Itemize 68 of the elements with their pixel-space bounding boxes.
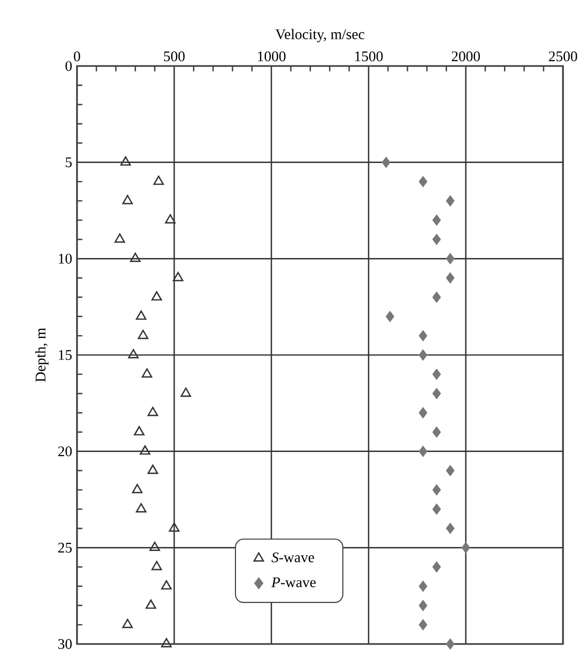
point bbox=[120, 156, 131, 166]
legend-label: S-wave bbox=[272, 552, 314, 562]
point bbox=[432, 484, 441, 496]
point bbox=[142, 368, 152, 378]
point bbox=[418, 349, 428, 361]
y-tick-label: 20 bbox=[58, 446, 72, 456]
point bbox=[446, 195, 455, 206]
point bbox=[140, 445, 150, 455]
point bbox=[148, 464, 158, 474]
point bbox=[146, 599, 156, 609]
point bbox=[132, 484, 143, 494]
x-axis-title: Velocity, m/sec bbox=[275, 28, 364, 42]
point bbox=[418, 176, 428, 188]
x-tick-label: 2000 bbox=[452, 51, 480, 62]
point bbox=[418, 600, 428, 612]
point bbox=[130, 252, 141, 262]
point bbox=[168, 522, 180, 532]
point bbox=[418, 580, 428, 592]
x-tick-label: 500 bbox=[164, 51, 185, 62]
point bbox=[418, 330, 428, 342]
point bbox=[432, 234, 441, 246]
point bbox=[446, 272, 455, 284]
point bbox=[432, 368, 441, 380]
point bbox=[136, 310, 146, 320]
x-tick-label: 2500 bbox=[548, 51, 578, 62]
legend-label: P-wave bbox=[271, 578, 316, 588]
y-tick-label: 0 bbox=[66, 61, 72, 71]
x-tick-label: 1000 bbox=[258, 51, 286, 62]
point bbox=[418, 407, 428, 418]
point bbox=[180, 388, 192, 397]
point bbox=[418, 619, 428, 630]
point bbox=[432, 561, 441, 573]
y-tick-label: 10 bbox=[58, 254, 72, 264]
point bbox=[446, 253, 455, 264]
point bbox=[138, 330, 148, 340]
point bbox=[432, 388, 441, 400]
point bbox=[134, 426, 144, 436]
point bbox=[165, 214, 176, 224]
point bbox=[161, 638, 172, 648]
point bbox=[432, 214, 441, 226]
point bbox=[122, 618, 133, 628]
point bbox=[432, 426, 441, 438]
point bbox=[418, 446, 428, 457]
point bbox=[161, 580, 172, 590]
point bbox=[386, 310, 394, 322]
point bbox=[149, 542, 160, 552]
point bbox=[446, 465, 455, 476]
point bbox=[382, 156, 390, 168]
y-tick-label: 30 bbox=[58, 639, 72, 649]
point bbox=[462, 542, 470, 554]
y-tick-label: 15 bbox=[58, 350, 72, 360]
point bbox=[151, 560, 162, 570]
point bbox=[122, 194, 133, 204]
point bbox=[432, 292, 441, 303]
point bbox=[128, 349, 139, 358]
y-tick-label: 25 bbox=[58, 542, 72, 553]
point bbox=[114, 233, 126, 243]
point bbox=[153, 176, 164, 185]
y-axis-title: Depth, m bbox=[35, 328, 48, 382]
y-tick-label: 5 bbox=[66, 157, 72, 168]
point bbox=[136, 503, 146, 512]
x-tick-label: 1500 bbox=[355, 51, 383, 62]
point bbox=[148, 406, 158, 416]
point bbox=[446, 522, 455, 534]
x-tick-label: 0 bbox=[74, 51, 80, 62]
point bbox=[432, 504, 441, 515]
point bbox=[172, 272, 184, 282]
point bbox=[151, 291, 162, 301]
